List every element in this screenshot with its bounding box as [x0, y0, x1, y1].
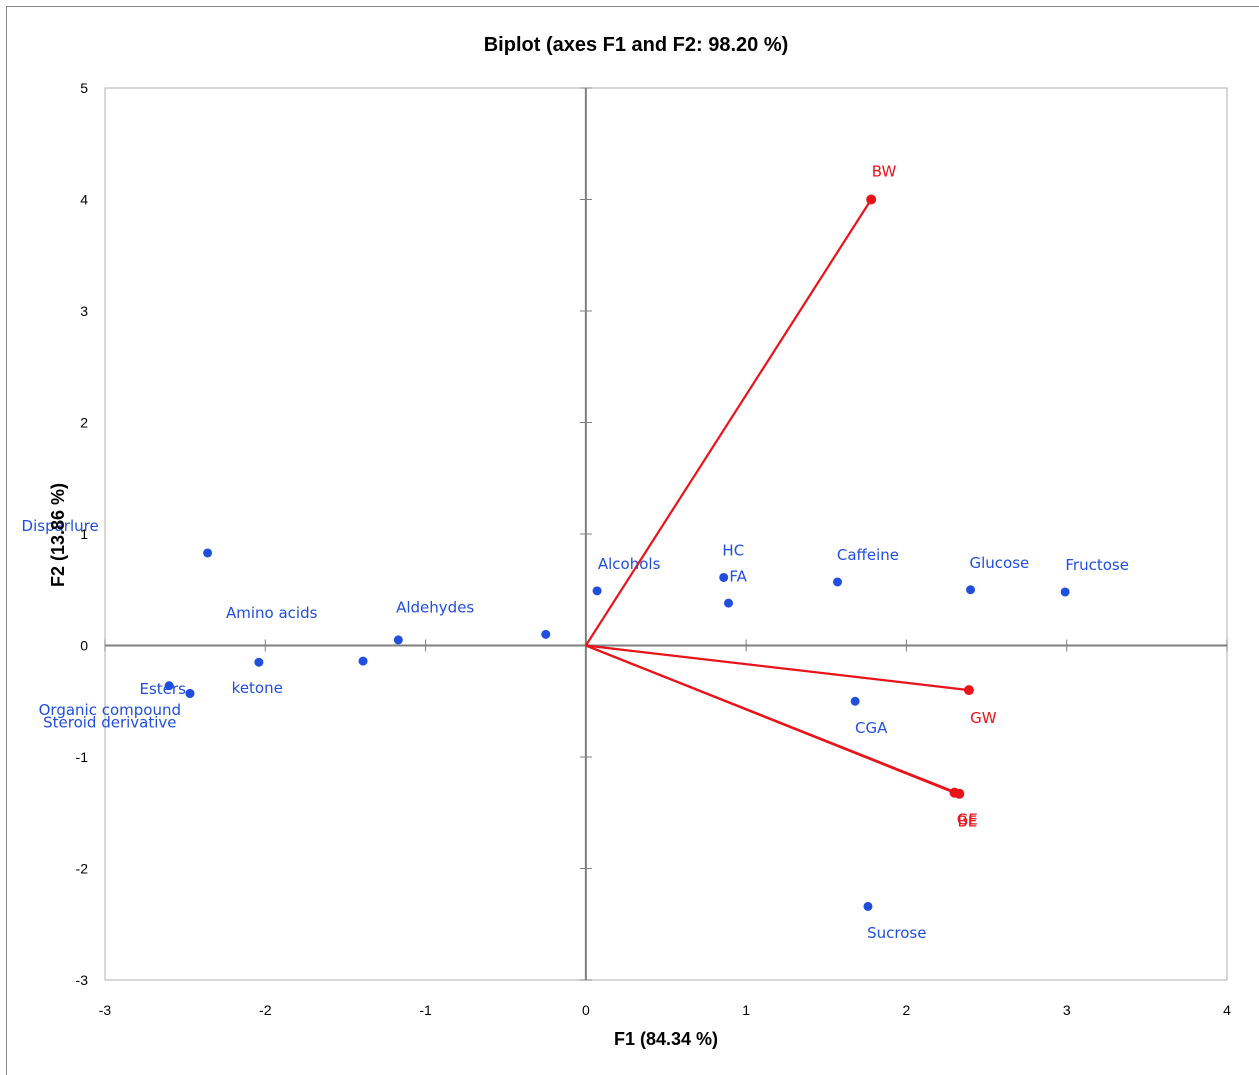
- x-tick-label: 1: [742, 1002, 750, 1018]
- x-tick-label: -2: [259, 1002, 272, 1018]
- y-tick-label: 2: [80, 415, 88, 431]
- x-tick-label: 4: [1223, 1002, 1231, 1018]
- variable-label-gw: GW: [970, 709, 997, 727]
- variable-vectors: [584, 194, 974, 799]
- axes-lines: [104, 87, 1228, 981]
- observation-point-aldehydes: [393, 635, 403, 645]
- observation-point-fructose: [1060, 587, 1070, 597]
- y-axis-title: F2 (13.86 %): [48, 483, 68, 587]
- x-tick-label: -1: [419, 1002, 432, 1018]
- observation-point-amino-acids: [254, 657, 264, 667]
- observation-label-glucose: Glucose: [970, 554, 1030, 572]
- observation-label-alcohols: Alcohols: [598, 555, 661, 573]
- observation-label-fa: FA: [729, 567, 747, 585]
- x-tick-label: -3: [99, 1002, 112, 1018]
- plot-area: [104, 87, 1228, 981]
- variable-point-be: [954, 788, 965, 799]
- observation-label-amino-acids: Amino acids: [226, 604, 318, 622]
- variable-point-gw: [963, 685, 974, 696]
- x-axis-title: F1 (84.34 %): [614, 1029, 718, 1049]
- observation-point-sucrose: [863, 901, 873, 911]
- observation-label-ketone: ketone: [232, 679, 283, 697]
- observation-label-sucrose: Sucrose: [867, 924, 926, 942]
- variable-label-bw: BW: [872, 163, 897, 181]
- observation-label-organic-compound: Organic compound: [39, 701, 181, 719]
- x-tick-label: 0: [582, 1002, 590, 1018]
- observation-label-hc: HC: [722, 542, 744, 560]
- observation-point-esters: [164, 681, 174, 691]
- variable-label-ge: GE: [957, 810, 978, 828]
- chart-title: Biplot (axes F1 and F2: 98.20 %): [484, 34, 789, 56]
- observation-label-esters: Esters: [140, 680, 187, 698]
- x-tick-label: 2: [903, 1002, 911, 1018]
- tick-labels: -3 -2 -1 0 1 2 3 4 5 -3 -2 -1 0 1 2 3 4: [76, 80, 1232, 1018]
- variable-point-bw: [866, 194, 877, 205]
- y-tick-label: -2: [76, 861, 89, 877]
- observation-point-fa: [724, 598, 734, 608]
- observation-label-cga: CGA: [855, 719, 888, 737]
- observation-label-disparlure: Disparlure: [22, 517, 99, 535]
- y-tick-label: 3: [80, 303, 88, 319]
- observation-label-steroid-derivative: Steroid derivative: [43, 713, 176, 731]
- observation-point-ketone: [358, 656, 368, 666]
- observation-point-steroid-derivative: [185, 688, 195, 698]
- observation-label-fructose: Fructose: [1065, 556, 1129, 574]
- y-tick-label: -3: [76, 972, 89, 988]
- variable-label-be: BE: [957, 813, 977, 831]
- y-tick-label: 0: [80, 638, 88, 654]
- y-tick-label: 5: [80, 80, 88, 96]
- observation-point-caffeine: [833, 577, 843, 587]
- observation-point-hc: [719, 572, 729, 582]
- variable-vector-gw: [585, 644, 970, 692]
- y-tick-label: -1: [76, 749, 89, 765]
- y-tick-label: 4: [80, 192, 88, 208]
- chart-frame: [6, 6, 1259, 1075]
- observation-point-unlabeled: [541, 629, 551, 639]
- observation-label-caffeine: Caffeine: [837, 546, 899, 564]
- variable-vector-be: [585, 644, 960, 795]
- x-tick-label: 3: [1063, 1002, 1071, 1018]
- variable-vector-bw: [584, 198, 873, 647]
- observation-point-alcohols: [592, 586, 602, 596]
- observation-points: [164, 548, 1070, 911]
- observation-point-glucose: [966, 585, 976, 595]
- observation-point-disparlure: [203, 548, 213, 558]
- observation-label-aldehydes: Aldehydes: [396, 599, 474, 617]
- y-tick-label: 1: [80, 526, 88, 542]
- observation-point-cga: [850, 696, 860, 706]
